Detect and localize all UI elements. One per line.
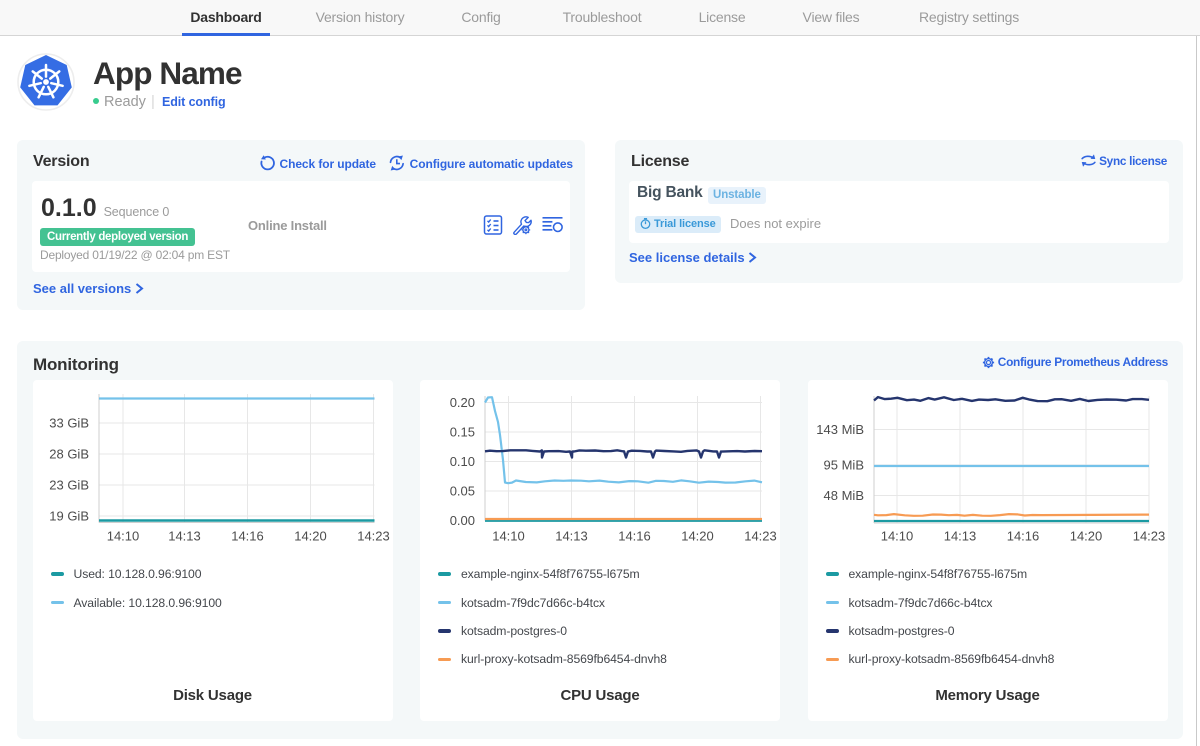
svg-text:28 GiB: 28 GiB (49, 447, 89, 462)
svg-text:0.10: 0.10 (450, 454, 475, 469)
svg-text:95 MiB: 95 MiB (823, 458, 863, 473)
svg-text:19 GiB: 19 GiB (49, 509, 89, 524)
svg-text:14:16: 14:16 (1006, 529, 1039, 544)
svg-text:23 GiB: 23 GiB (49, 478, 89, 493)
svg-text:0.15: 0.15 (450, 425, 475, 440)
svg-text:14:10: 14:10 (880, 529, 913, 544)
svg-text:14:13: 14:13 (168, 529, 201, 544)
svg-text:14:20: 14:20 (1069, 529, 1102, 544)
svg-text:14:16: 14:16 (618, 529, 651, 544)
svg-text:14:20: 14:20 (681, 529, 714, 544)
svg-text:14:13: 14:13 (555, 529, 588, 544)
svg-text:0.00: 0.00 (450, 513, 475, 528)
svg-text:14:23: 14:23 (357, 529, 390, 544)
svg-text:14:10: 14:10 (492, 529, 525, 544)
svg-text:14:16: 14:16 (231, 529, 264, 544)
svg-text:0.20: 0.20 (450, 395, 475, 410)
svg-text:14:23: 14:23 (744, 529, 777, 544)
svg-text:143 MiB: 143 MiB (816, 422, 864, 437)
svg-text:33 GiB: 33 GiB (49, 416, 89, 431)
svg-text:14:13: 14:13 (943, 529, 976, 544)
svg-text:0.05: 0.05 (450, 484, 475, 499)
svg-text:14:20: 14:20 (294, 529, 327, 544)
svg-text:48 MiB: 48 MiB (823, 488, 863, 503)
svg-text:14:23: 14:23 (1132, 529, 1165, 544)
svg-text:14:10: 14:10 (106, 529, 139, 544)
